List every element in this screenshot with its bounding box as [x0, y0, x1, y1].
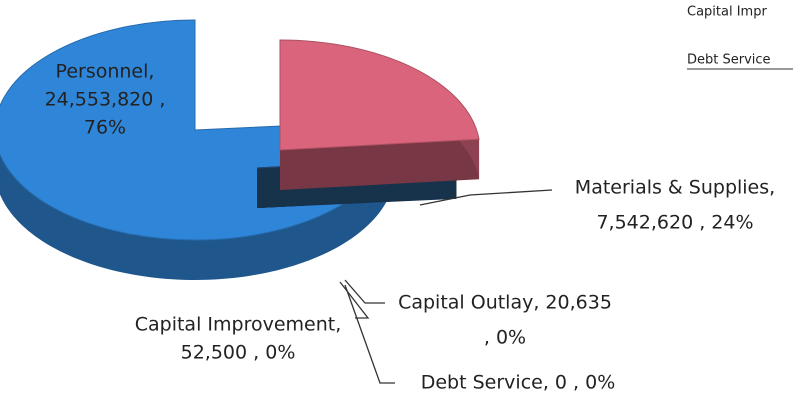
leader-line [339, 281, 370, 319]
leader-line [344, 284, 395, 384]
data-label: 7,542,620 , 24% [596, 212, 753, 234]
slice-wall [280, 139, 480, 190]
leader-line [344, 279, 385, 304]
data-label: Personnel, [56, 61, 155, 83]
data-label: 24,553,820 , [45, 89, 166, 111]
data-labels: Personnel, 24,553,820 , 76% Materials & Sup… [45, 61, 776, 394]
legend-entry: Debt Service [687, 53, 771, 68]
data-label: Debt Service, 0 , 0% [421, 372, 616, 394]
slice-top [279, 39, 480, 151]
data-label: 52,500 , 0% [181, 342, 296, 364]
data-label: Capital Improvement, [135, 314, 342, 336]
data-label: , 0% [484, 327, 526, 349]
pie [0, 19, 480, 280]
data-label: Capital Outlay, 20,635 [398, 292, 612, 314]
slice [279, 39, 480, 190]
legend-entry: Capital Impr [687, 5, 767, 20]
data-label: 76% [84, 117, 126, 139]
data-label: Materials & Supplies, [575, 177, 775, 199]
leader-line [419, 189, 553, 206]
